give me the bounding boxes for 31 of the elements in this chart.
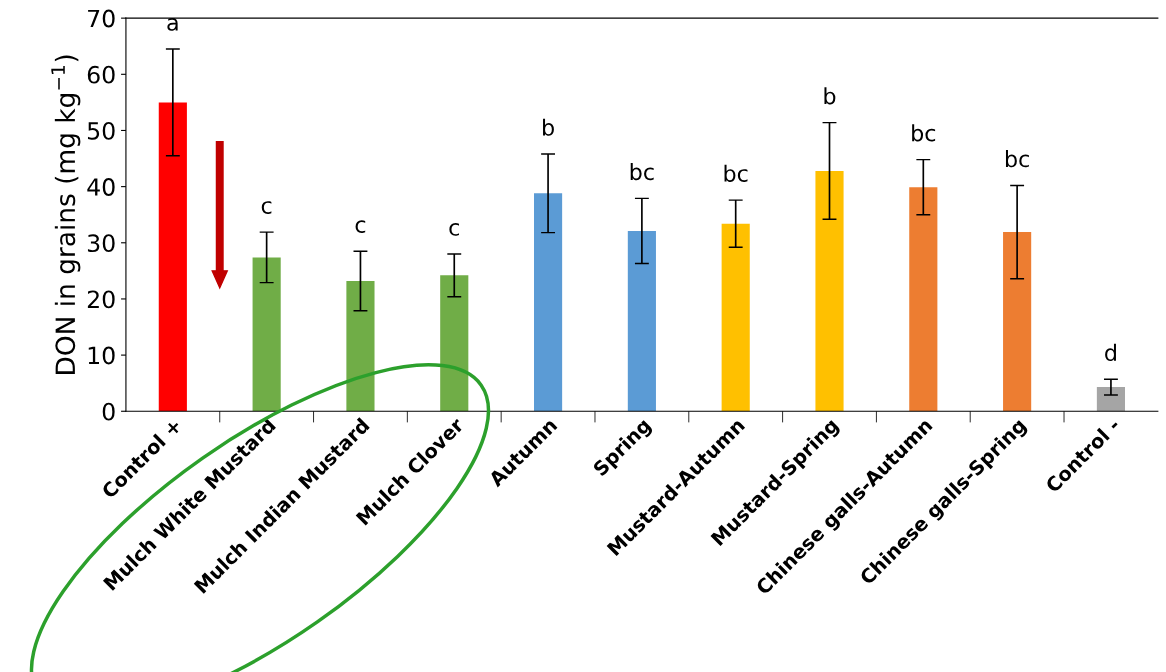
annotation: d — [1105, 343, 1116, 362]
annotation: c — [449, 223, 459, 236]
bar — [721, 223, 750, 412]
y-tick-label: 70 — [88, 9, 115, 28]
bar — [534, 193, 563, 412]
y-tick-label: 50 — [87, 121, 115, 140]
bar — [346, 280, 375, 412]
bar — [158, 102, 187, 412]
bar — [815, 170, 844, 412]
annotation: b — [543, 118, 554, 136]
bar — [909, 187, 938, 412]
annotation: bc — [912, 124, 936, 142]
annotation: bc — [1005, 150, 1029, 168]
annotation: a — [167, 18, 178, 31]
annotation: c — [355, 220, 366, 234]
y-tick-label: 0 — [102, 402, 115, 421]
bar — [440, 275, 469, 412]
bar — [252, 257, 281, 412]
y-axis-title: DON in grains (mg kg$^{−1}$) — [51, 55, 81, 374]
annotation: b — [824, 87, 836, 105]
y-tick-label: 10 — [88, 346, 115, 365]
y-tick-label: 60 — [87, 65, 115, 84]
bar — [627, 230, 656, 412]
annotation: c — [261, 201, 272, 214]
annotation: bc — [724, 164, 748, 182]
y-tick-label: 40 — [87, 178, 115, 196]
annotation: bc — [630, 163, 654, 181]
y-tick-label: 20 — [87, 290, 115, 309]
bar — [1003, 232, 1032, 412]
y-tick-label: 30 — [87, 234, 115, 253]
bar — [1096, 387, 1125, 412]
